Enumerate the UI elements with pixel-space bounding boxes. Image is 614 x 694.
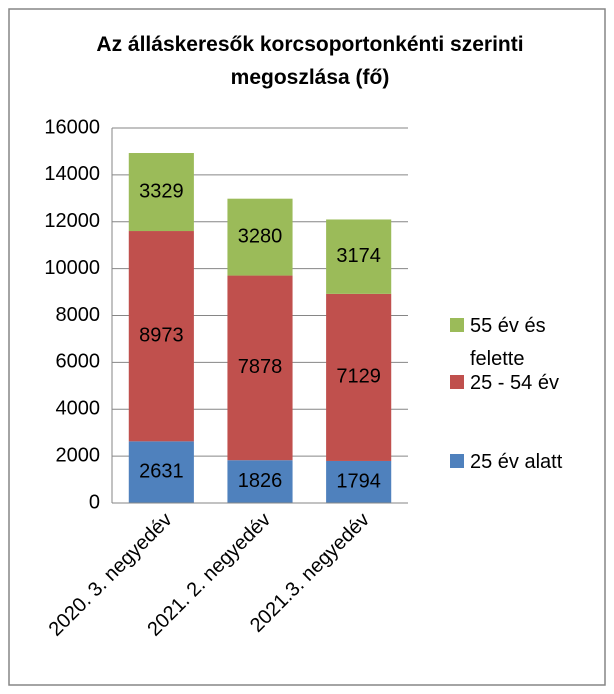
bar-segment (128, 153, 194, 232)
data-label: 1826 (238, 470, 283, 492)
y-tick-label: 2000 (56, 444, 101, 466)
data-label: 2631 (139, 460, 184, 482)
legend-label: 55 év és felette (470, 315, 546, 370)
y-tick-label: 6000 (56, 351, 101, 373)
data-label: 7878 (238, 356, 283, 378)
bar-segment (227, 460, 293, 503)
bar-segment (128, 441, 194, 503)
data-label: 8973 (139, 324, 184, 346)
y-tick-label: 8000 (56, 304, 101, 326)
chart-border (8, 8, 606, 686)
y-tick-label: 10000 (44, 257, 100, 279)
chart-title: Az álláskeresők korcsoportonkénti szerin… (96, 33, 524, 89)
bar-segment (326, 219, 392, 294)
bar-segment (128, 231, 194, 442)
bar-segment (227, 198, 293, 276)
data-label: 1794 (336, 470, 381, 492)
data-label: 3174 (336, 245, 381, 267)
data-label: 3329 (139, 180, 184, 202)
bar-segment (227, 275, 293, 461)
legend-label: 25 - 54 év (470, 372, 559, 394)
legend-item: 25 év alatt (450, 446, 580, 479)
legend-label: 25 év alatt (470, 451, 563, 473)
legend-swatch (450, 318, 464, 332)
y-tick-label: 12000 (44, 210, 100, 232)
data-label: 7129 (336, 366, 381, 388)
y-tick-label: 16000 (44, 116, 100, 138)
legend-swatch (450, 454, 464, 468)
y-tick-label: 0 (89, 491, 100, 513)
bar-segment (326, 293, 392, 461)
y-tick-label: 4000 (56, 398, 101, 420)
y-tick-label: 14000 (44, 163, 100, 185)
data-label: 3280 (238, 225, 283, 247)
legend-item: 55 év és felette (450, 310, 580, 376)
legend-swatch (450, 375, 464, 389)
bar-segment (326, 460, 392, 503)
legend-item: 25 - 54 év (450, 367, 580, 400)
